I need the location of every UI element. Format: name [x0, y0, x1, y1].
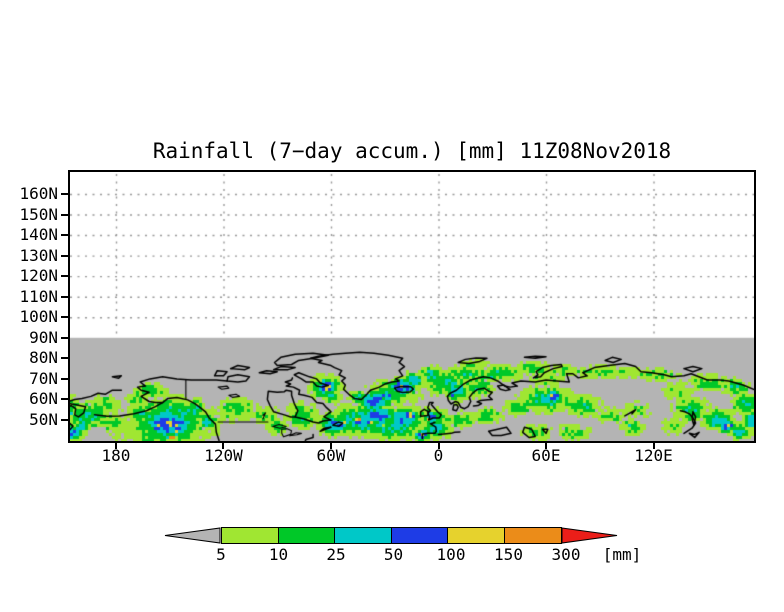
y-axis-tick — [61, 295, 68, 298]
y-axis-tick — [61, 336, 68, 339]
y-axis-label: 140N — [19, 225, 58, 245]
colorbar-label: 25 — [326, 545, 346, 564]
x-axis-label: 180 — [101, 446, 131, 465]
colorbar-unit-label: [mm] — [602, 545, 642, 564]
colorbar-segment — [221, 527, 280, 544]
colorbar-segment — [277, 527, 336, 544]
y-axis-tick — [61, 234, 68, 237]
y-axis-tick — [61, 254, 68, 257]
colorbar-segment — [334, 527, 393, 544]
y-axis-tick — [61, 192, 68, 195]
x-axis-tick — [329, 443, 332, 449]
colorbar-label: 5 — [216, 545, 226, 564]
x-axis-label: 60W — [316, 446, 346, 465]
plot-area — [68, 170, 756, 443]
y-axis-label: 100N — [19, 307, 58, 327]
y-axis-label: 80N — [29, 348, 58, 368]
y-axis-tick — [61, 419, 68, 421]
y-axis-label: 50N — [29, 410, 58, 429]
x-axis-label: 0 — [433, 446, 444, 465]
y-axis-tick — [61, 275, 68, 278]
y-axis-tick — [61, 398, 68, 401]
colorbar-label: 150 — [494, 545, 523, 564]
colorbar-segment — [447, 527, 506, 544]
x-axis-tick — [652, 443, 655, 449]
y-axis-label: 150N — [19, 204, 58, 224]
colorbar-segment — [503, 527, 562, 544]
y-axis-label: 90N — [29, 327, 58, 347]
y-axis-tick — [61, 357, 68, 360]
y-axis-label: 70N — [29, 368, 58, 388]
x-axis-tick — [545, 443, 547, 449]
x-axis-label: 120E — [634, 446, 673, 465]
x-axis-tick — [437, 443, 440, 449]
colorbar-below-min-arrow — [164, 527, 221, 544]
chart-title: Rainfall (7−day accum.) [mm] 11Z08Nov201… — [152, 139, 672, 163]
colorbar-above-max-arrow — [561, 527, 618, 544]
y-axis-label: 60N — [29, 389, 58, 409]
y-axis-tick — [61, 213, 68, 216]
y-axis-label: 130N — [19, 245, 58, 265]
colorbar-label: 50 — [383, 545, 404, 564]
y-axis-label: 110N — [19, 286, 58, 306]
x-axis-label: 60E — [531, 446, 561, 465]
rainfall-map-canvas — [70, 172, 754, 441]
colorbar-segment — [390, 527, 449, 544]
colorbar-label: 300 — [551, 545, 581, 564]
y-axis-label: 160N — [19, 183, 58, 203]
colorbar-label: 100 — [436, 545, 466, 564]
y-axis-tick — [61, 316, 68, 319]
x-axis-tick — [222, 443, 225, 449]
colorbar-label: 10 — [268, 545, 289, 564]
y-axis-label: 120N — [19, 266, 58, 286]
y-axis-tick — [61, 377, 68, 380]
x-axis-label: 120W — [204, 446, 243, 465]
x-axis-tick — [114, 443, 117, 449]
